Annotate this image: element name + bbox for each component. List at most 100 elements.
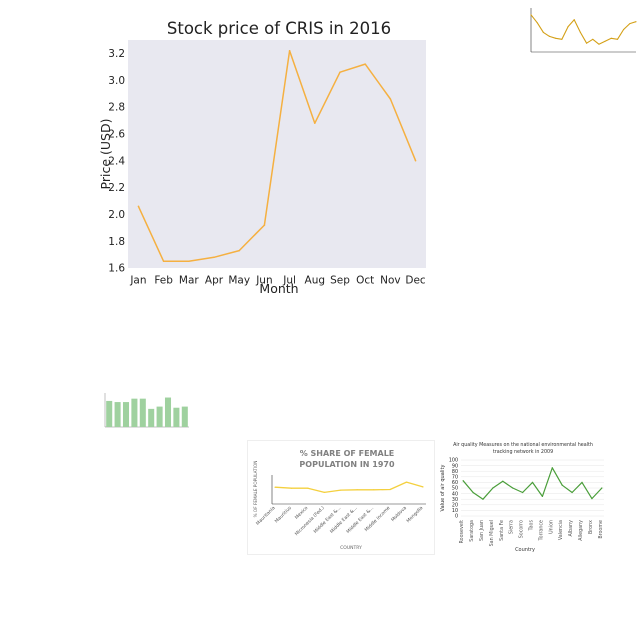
- cris-y-tick-label: 2.4: [108, 155, 125, 167]
- air-y-tick-label: 10: [452, 508, 458, 514]
- female-x-tick-label: Mexico: [294, 505, 310, 521]
- air-x-tick-label: Torrance: [538, 520, 544, 542]
- female-y-axis-label: % OF FEMALE POPULATION: [253, 461, 258, 518]
- air-x-tick-label: Union: [548, 520, 554, 534]
- thumb-line-series-line: [530, 14, 637, 45]
- thumbnail-line-chart: [530, 8, 637, 53]
- cris-data-point: [162, 260, 165, 263]
- cris-y-tick-label: 3.2: [108, 48, 125, 60]
- cris-x-tick-label: Aug: [305, 275, 326, 287]
- thumb-line-data-point: [604, 40, 606, 42]
- chart-thumbnail-line: [515, 0, 640, 66]
- female-data-point: [307, 487, 309, 489]
- thumb-line-data-point: [536, 22, 538, 24]
- female-x-tick-label: Middle East &...: [345, 505, 375, 535]
- female-x-tick-label: Mauritania: [255, 505, 277, 527]
- cris-y-tick-label: 3.0: [108, 75, 125, 87]
- cris-title: Stock price of CRIS in 2016: [167, 19, 391, 38]
- air-data-point: [512, 487, 514, 489]
- cris-series-line: [137, 49, 417, 263]
- air-y-tick-label: 40: [452, 491, 458, 497]
- cris-data-point: [288, 49, 291, 52]
- cris-data-point: [414, 159, 417, 162]
- air-data-point: [521, 491, 524, 494]
- air-y-tick-label: 90: [452, 463, 458, 469]
- air-x-tick-label: Socorro: [519, 520, 525, 538]
- air-x-tick-label: Roosevelt: [459, 520, 465, 544]
- cris-x-tick-label: Nov: [380, 275, 401, 287]
- female-data-point: [323, 491, 326, 494]
- thumb-line-data-point: [616, 38, 619, 40]
- cris-x-tick-label: Apr: [205, 275, 224, 287]
- air-x-tick-label: Sierra: [509, 520, 515, 534]
- thumb-line-data-point: [530, 14, 532, 16]
- air-x-axis-label: Country: [515, 547, 535, 553]
- thumb-bar-bar: [131, 398, 138, 427]
- female-x-tick-label: Micronesia (Fed.): [294, 505, 326, 537]
- female-data-point: [290, 487, 293, 489]
- thumb-bar-bar: [156, 406, 163, 427]
- cris-data-point: [238, 249, 240, 252]
- cris-data-point: [314, 122, 316, 124]
- air-x-tick-label: San Juan: [479, 520, 485, 541]
- thumb-line-data-point: [592, 38, 594, 40]
- air-data-point: [472, 491, 474, 494]
- female-data-point: [389, 488, 391, 491]
- cris-plot-area: [128, 40, 426, 268]
- thumb-line-data-point: [635, 21, 637, 23]
- female-data-point: [274, 486, 276, 488]
- female-title-line: POPULATION IN 1970: [299, 460, 395, 469]
- cris-x-tick-label: Oct: [356, 275, 374, 287]
- cris-y-tick-label: 2.2: [108, 182, 125, 194]
- air-data-point: [591, 498, 593, 500]
- air-data-point: [551, 467, 553, 469]
- cris-data-point: [364, 63, 366, 65]
- chart-cris-stock-price: 1.6 1.8 2.0 2.2 2.4 2.6 2.8 3.0 3.2 Jan Feb Mar Apr M…: [88, 12, 438, 302]
- air-y-tick-label: 60: [452, 480, 458, 486]
- cris-x-tick-label: Mar: [179, 275, 199, 287]
- cris-y-axis-label: Price (USD): [98, 119, 113, 190]
- air-data-point: [561, 484, 563, 486]
- cris-x-tick-label: Feb: [154, 275, 173, 287]
- thumb-line-data-point: [573, 19, 575, 21]
- thumb-line-data-point: [623, 28, 625, 31]
- female-series-line: [275, 481, 424, 494]
- air-data-point: [601, 487, 603, 489]
- female-data-point: [372, 489, 375, 491]
- thumb-line-data-point: [561, 38, 563, 40]
- chart-thumbnail-bar: [85, 383, 195, 443]
- female-x-tick-label: Middle East &...: [313, 505, 343, 535]
- thumb-line-data-point: [586, 42, 588, 44]
- cris-data-point: [263, 224, 266, 226]
- cris-x-tick-label: Jul: [282, 275, 296, 287]
- cris-data-point: [188, 260, 190, 263]
- cris-data-point: [339, 71, 341, 73]
- thumb-line-data-point: [579, 31, 581, 33]
- cris-data-point: [213, 256, 215, 259]
- air-data-point: [462, 480, 464, 482]
- cris-stock-line-chart: 1.6 1.8 2.0 2.2 2.4 2.6 2.8 3.0 3.2 Jan Feb Mar Apr M…: [98, 19, 426, 296]
- thumb-bar-bar: [122, 402, 130, 427]
- cris-y-tick-label: 2.6: [108, 129, 125, 141]
- air-data-point: [541, 495, 544, 497]
- thumb-bar-bar: [148, 408, 155, 427]
- thumb-line-data-point: [598, 43, 600, 45]
- cris-y-tick-label: 1.6: [108, 263, 125, 275]
- air-x-tick-label: Santa Fe: [499, 520, 505, 541]
- air-x-tick-label: San Miguel: [489, 520, 495, 546]
- female-data-point: [422, 486, 424, 488]
- air-x-tick-label: Allegany: [578, 520, 584, 541]
- air-y-tick-label: 70: [452, 474, 458, 480]
- air-x-tick-label: Albany: [568, 520, 574, 537]
- thumb-line-data-point: [542, 31, 544, 33]
- air-x-tick-label: Bronx: [588, 520, 594, 534]
- cris-data-point: [389, 98, 392, 100]
- thumb-line-data-point: [629, 23, 631, 25]
- cris-y-tick-label: 1.8: [108, 236, 125, 248]
- thumbnail-bar-chart: [104, 393, 189, 428]
- cris-x-tick-label: Jun: [255, 275, 272, 287]
- air-data-point: [492, 487, 494, 489]
- air-y-axis-label: Value of air quality: [440, 464, 446, 511]
- chart-air-quality: 0 10 20 30 40 50 60 70 80 90 100 Roosevelt Saratoga S…: [436, 438, 622, 568]
